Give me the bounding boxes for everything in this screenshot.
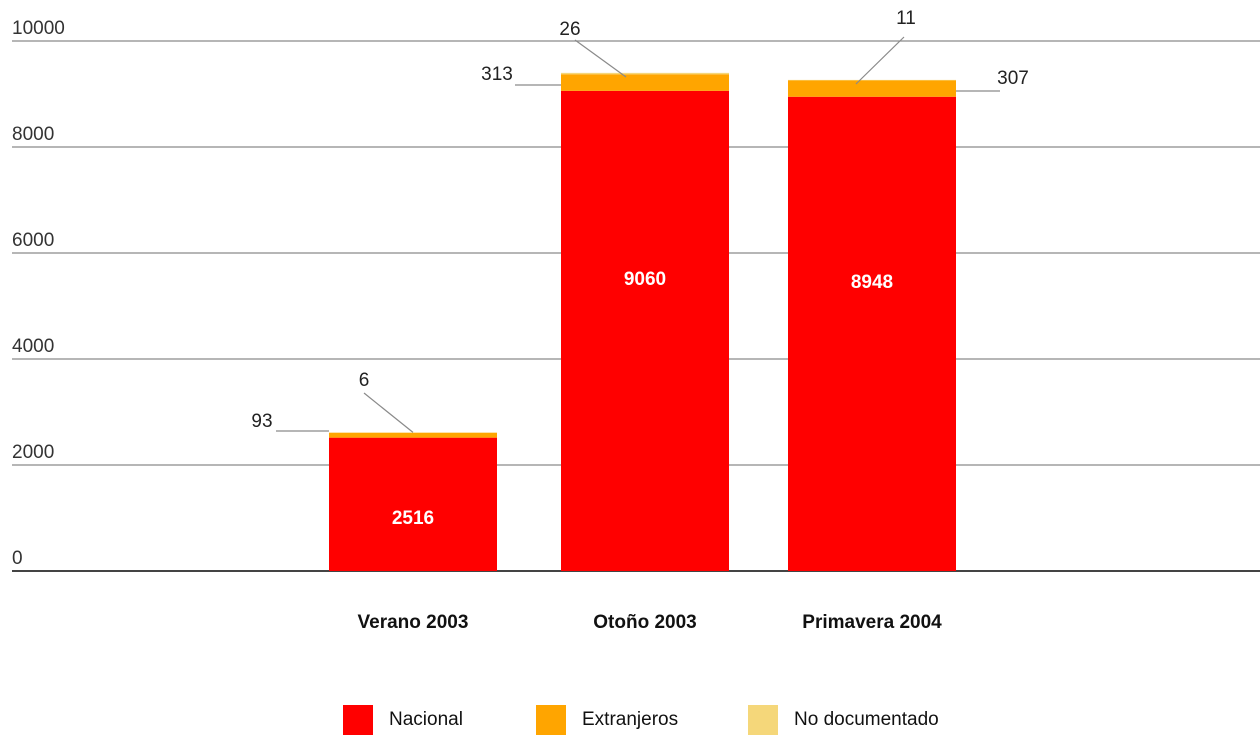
data-label-no-documentado-1: 6 bbox=[359, 370, 370, 391]
y-tick-label-10000: 10000 bbox=[12, 18, 65, 39]
y-tick-label-4000: 4000 bbox=[12, 336, 54, 357]
bars bbox=[329, 72, 956, 572]
data-label-nacional-3: 8948 bbox=[851, 272, 893, 293]
category-label-1: Verano 2003 bbox=[358, 612, 469, 633]
stacked-bar-chart: 0 2000 4000 6000 8000 10000 2516 9060 8948 93 6 31… bbox=[12, 8, 1260, 633]
legend-item-extranjeros: Extranjeros bbox=[536, 704, 678, 736]
y-tick-label-8000: 8000 bbox=[12, 124, 54, 145]
bar-extranjeros-1 bbox=[329, 432, 497, 438]
legend-swatch-extranjeros bbox=[536, 705, 566, 735]
legend-swatch-nacional bbox=[343, 705, 373, 735]
y-tick-label-0: 0 bbox=[12, 548, 23, 569]
legend-item-no-documentado: No documentado bbox=[748, 704, 939, 736]
legend-label-extranjeros: Extranjeros bbox=[582, 709, 679, 730]
bar-extranjeros-2 bbox=[561, 74, 729, 91]
legend-label-no-documentado: No documentado bbox=[794, 709, 939, 730]
data-label-extranjeros-2: 313 bbox=[481, 64, 513, 85]
bar-nacional-3 bbox=[788, 96, 956, 572]
bar-extranjeros-3 bbox=[788, 80, 956, 97]
legend-item-nacional: Nacional bbox=[343, 704, 463, 736]
data-labels: 2516 9060 8948 93 6 313 26 307 11 bbox=[251, 8, 1028, 529]
bar-no-documentado-2 bbox=[561, 72, 729, 75]
legend-label-nacional: Nacional bbox=[389, 709, 463, 730]
bar-no-documentado-3 bbox=[788, 79, 956, 81]
data-label-nacional-1: 2516 bbox=[392, 508, 434, 529]
data-label-extranjeros-3: 307 bbox=[997, 68, 1029, 89]
category-label-2: Otoño 2003 bbox=[593, 612, 696, 633]
leader-no-documentado-2 bbox=[574, 39, 627, 78]
y-axis-tick-labels: 0 2000 4000 6000 8000 10000 bbox=[12, 18, 65, 569]
data-label-no-documentado-2: 26 bbox=[559, 19, 580, 40]
data-label-extranjeros-1: 93 bbox=[251, 411, 272, 432]
leader-no-documentado-1 bbox=[363, 392, 414, 433]
bar-nacional-2 bbox=[561, 90, 729, 571]
legend-swatch-no-documentado bbox=[748, 705, 778, 735]
leader-no-documentado-3 bbox=[855, 36, 905, 85]
category-label-3: Primavera 2004 bbox=[802, 612, 942, 633]
y-tick-label-6000: 6000 bbox=[12, 230, 54, 251]
x-axis-category-labels: Verano 2003 Otoño 2003 Primavera 2004 bbox=[358, 612, 943, 633]
data-label-no-documentado-3: 11 bbox=[896, 8, 916, 29]
bar-nacional-1 bbox=[329, 437, 497, 571]
data-label-nacional-2: 9060 bbox=[624, 269, 666, 290]
legend: Nacional Extranjeros No documentado bbox=[0, 704, 1260, 738]
y-tick-label-2000: 2000 bbox=[12, 442, 54, 463]
